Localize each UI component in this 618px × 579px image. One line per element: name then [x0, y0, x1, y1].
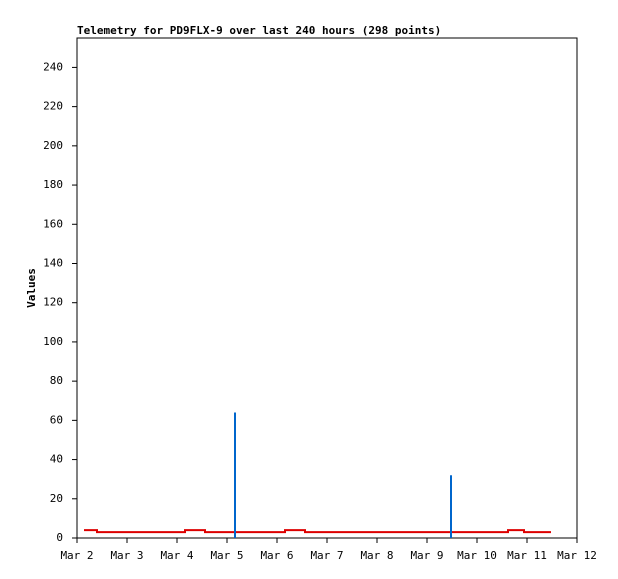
- x-tick-label: Mar 2: [60, 549, 93, 562]
- y-tick-label: 80: [50, 374, 63, 387]
- y-tick-label: 20: [50, 492, 63, 505]
- x-tick-label: Mar 9: [410, 549, 443, 562]
- y-tick-label: 100: [43, 335, 63, 348]
- x-tick-label: Mar 7: [310, 549, 343, 562]
- data-line: [84, 529, 551, 534]
- y-tick-label: 120: [43, 296, 63, 309]
- y-tick-label: 240: [43, 60, 63, 73]
- plot-frame: [76, 37, 578, 539]
- x-tick-label: Mar 10: [457, 549, 497, 562]
- x-tick-label: Mar 8: [360, 549, 393, 562]
- y-axis-label: Values: [25, 268, 38, 308]
- chart-title: Telemetry for PD9FLX-9 over last 240 hou…: [77, 24, 441, 37]
- y-tick-label: 0: [56, 531, 63, 544]
- x-tick-label: Mar 4: [160, 549, 193, 562]
- y-tick-label: 60: [50, 413, 63, 426]
- y-tick-label: 180: [43, 178, 63, 191]
- x-tick-label: Mar 5: [210, 549, 243, 562]
- x-tick-label: Mar 11: [507, 549, 547, 562]
- x-tick-label: Mar 12: [557, 549, 597, 562]
- x-tick-label: Mar 3: [110, 549, 143, 562]
- y-tick-label: 220: [43, 100, 63, 113]
- x-tick-label: Mar 6: [260, 549, 293, 562]
- y-tick-label: 40: [50, 453, 63, 466]
- y-tick-label: 160: [43, 217, 63, 230]
- y-tick-label: 140: [43, 256, 63, 269]
- y-tick-label: 200: [43, 139, 63, 152]
